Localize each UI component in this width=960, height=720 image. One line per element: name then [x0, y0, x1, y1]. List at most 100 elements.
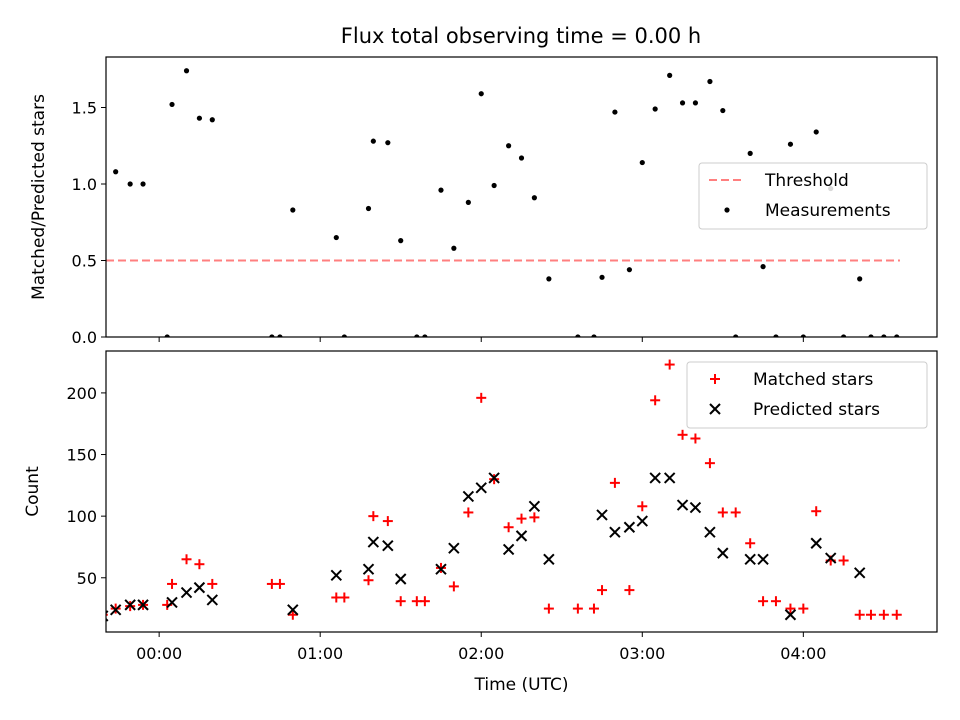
matched-stars-point	[730, 507, 741, 518]
predicted-stars-point	[382, 540, 394, 552]
y-tick-label: 0.0	[72, 328, 97, 347]
measurement-point	[652, 106, 658, 112]
matched-stars-point	[690, 433, 701, 444]
matched-stars-point	[624, 585, 635, 596]
legend: Threshold Measurements	[698, 162, 928, 230]
measurement-point	[451, 245, 457, 251]
measurement-point	[385, 140, 391, 146]
matched-stars-point	[811, 506, 822, 517]
measurement-point	[679, 100, 686, 106]
measurement-point	[881, 334, 887, 337]
plot-area	[106, 68, 900, 337]
predicted-stars-point	[825, 552, 837, 564]
axes-frame	[105, 350, 938, 633]
predicted-stars-point	[287, 604, 299, 616]
predicted-stars-point	[395, 573, 407, 585]
measurement-point	[164, 334, 170, 337]
matched-stars-point	[419, 596, 430, 607]
measurement-point	[813, 129, 819, 135]
matched-stars-point	[865, 609, 876, 620]
measurement-point	[840, 334, 847, 337]
matched-stars-point	[207, 578, 218, 589]
matched-stars-point	[770, 596, 781, 607]
matched-stars-point	[368, 511, 379, 522]
y-tick-label: 50	[77, 569, 97, 588]
matched-stars-point	[704, 458, 715, 469]
matched-stars-point	[745, 538, 756, 549]
measurement-point	[422, 334, 428, 337]
matched-stars-point	[395, 596, 406, 607]
top-axes: 0.0 0.5 1.0 1.5 Matched/Predicted stars Thres…	[29, 56, 938, 347]
predicted-stars-point	[124, 599, 136, 611]
matched-stars-point	[448, 581, 459, 592]
predicted-stars-point	[649, 472, 661, 484]
matched-stars-point	[758, 596, 769, 607]
measurement-point	[127, 181, 133, 187]
matched-stars-point	[516, 513, 527, 524]
matched-stars-point	[597, 585, 608, 596]
predicted-stars-point	[528, 500, 541, 512]
chart-title: Flux total observing time = 0.00 h	[341, 24, 701, 48]
matched-stars-point	[529, 512, 540, 523]
matched-stars-point	[664, 359, 675, 370]
measurement-point	[465, 199, 471, 205]
measurement-point	[290, 207, 296, 213]
matched-stars-point	[878, 609, 889, 620]
y-tick-label: 0.5	[72, 251, 97, 270]
bottom-axes: 50 100 150 200 00:00 01:00 02:00 03:00 04:00 Coun…	[23, 350, 938, 695]
measurement-point	[667, 72, 673, 78]
matched-stars-point	[274, 578, 285, 589]
measurement-point	[518, 155, 525, 161]
predicted-stars-point	[180, 586, 193, 599]
predicted-stars-point	[367, 536, 380, 548]
measurement-point	[639, 159, 645, 166]
matched-stars-point	[650, 395, 661, 406]
measurement-point	[733, 334, 739, 337]
measurement-point	[438, 187, 444, 193]
y-tick-label: 100	[66, 507, 97, 526]
y-tick-label: 1.0	[72, 175, 97, 194]
measurement-point	[720, 107, 726, 114]
predicted-stars-point	[784, 609, 797, 621]
x-tick-label: 01:00	[297, 644, 343, 663]
matched-stars-point	[194, 559, 205, 570]
predicted-stars-point	[515, 530, 528, 542]
measurement-point	[707, 78, 713, 85]
matched-stars-point	[339, 592, 350, 603]
y-axis-label: Matched/Predicted stars	[29, 94, 49, 300]
matched-stars-point	[463, 507, 474, 518]
y-tick-label: 200	[66, 384, 97, 403]
matched-stars-point	[476, 392, 487, 403]
matched-stars-point	[543, 603, 554, 614]
measurement-point	[747, 150, 753, 156]
measurement-point	[414, 334, 420, 337]
legend: Matched stars Predicted stars	[686, 361, 928, 429]
predicted-stars-point	[663, 472, 676, 484]
predicted-stars-point	[689, 501, 702, 514]
measurement-point	[113, 169, 119, 175]
predicted-stars-point	[475, 482, 487, 494]
predicted-stars-point	[623, 521, 636, 533]
predicted-stars-point	[853, 567, 866, 579]
measurement-point	[626, 267, 633, 273]
measurement-point	[365, 205, 372, 212]
predicted-stars-point	[636, 515, 648, 527]
measurement-point	[599, 274, 605, 280]
matched-stars-point	[167, 578, 178, 589]
measurement-point	[169, 101, 175, 108]
matched-stars-point	[363, 575, 374, 586]
matched-stars-point	[287, 609, 298, 620]
measurement-point	[398, 238, 404, 244]
measurement-point	[209, 117, 215, 123]
measurement-point	[800, 334, 806, 337]
measurement-point	[269, 334, 275, 337]
measurement-point	[196, 115, 203, 121]
measurement-point	[341, 334, 347, 337]
measurement-point	[491, 182, 497, 189]
predicted-stars-point	[109, 604, 122, 616]
measurement-point	[370, 138, 376, 144]
predicted-stars-point	[435, 563, 447, 575]
predicted-stars-point	[330, 569, 343, 582]
matched-stars-point	[854, 609, 865, 620]
